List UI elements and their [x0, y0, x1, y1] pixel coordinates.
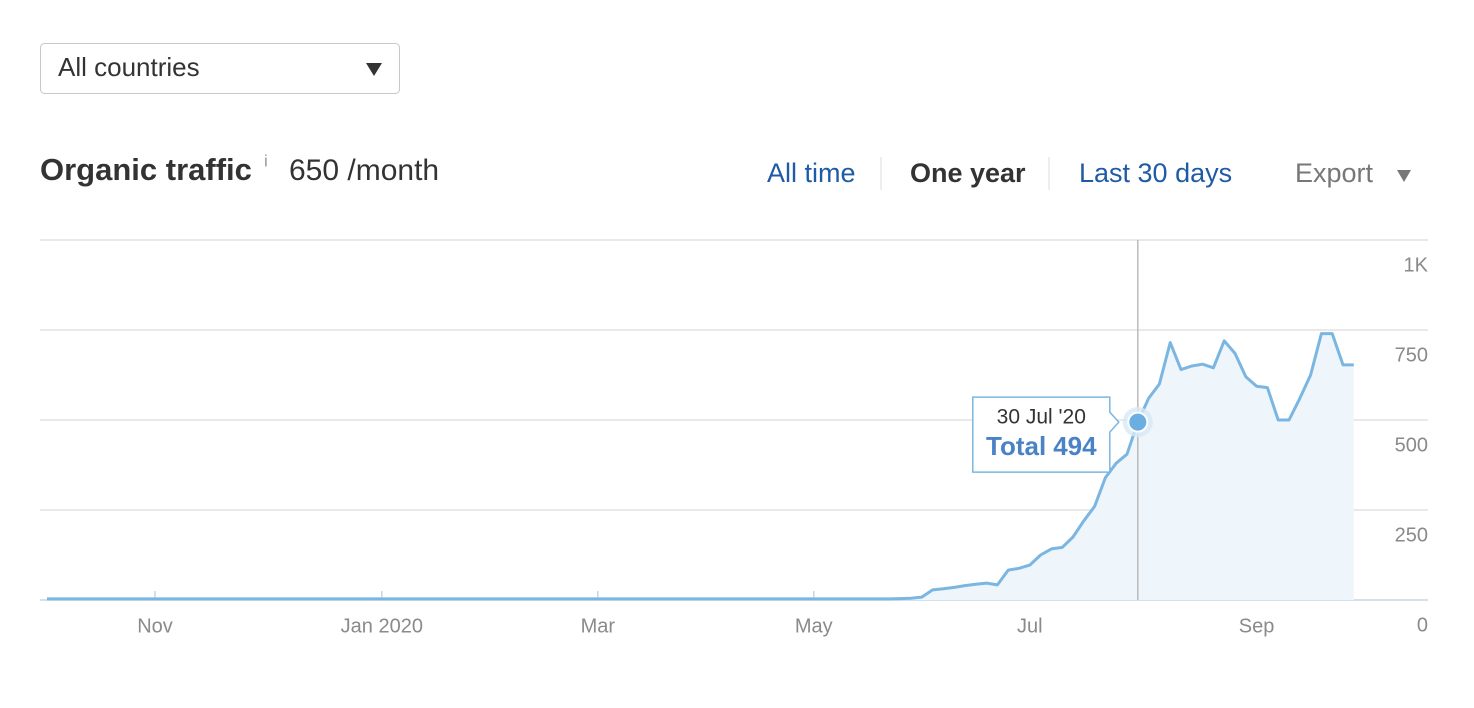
tooltip-total: Total 494 — [986, 431, 1097, 461]
x-tick-label: Mar — [581, 615, 616, 637]
tooltip-label: Total — [986, 431, 1046, 461]
x-tick-label: Nov — [137, 615, 173, 637]
chart: 0 250 500 750 1K Nov Jan 2020 Mar May Jul Sep 30 Ju… — [40, 239, 1429, 637]
export-button[interactable]: Export — [1295, 158, 1411, 188]
dropdown-arrow — [366, 63, 382, 76]
tooltip-box — [972, 396, 1120, 473]
x-tick-label: Jul — [1017, 615, 1043, 637]
x-tick-label: Jan 2020 — [341, 615, 423, 637]
area — [47, 333, 1354, 600]
tooltip-value: 494 — [1053, 431, 1097, 461]
section-title: Organic traffic — [40, 152, 252, 187]
hover-point — [1127, 411, 1149, 433]
range-tab[interactable]: All time — [767, 158, 856, 188]
y-tick-label: 1K — [1404, 254, 1429, 276]
tooltip-date: 30 Jul '20 — [997, 406, 1086, 429]
y-tick-label: 0 — [1417, 614, 1428, 636]
country-dropdown[interactable]: All countries — [40, 43, 400, 94]
export-label[interactable]: Export — [1295, 158, 1374, 188]
info-icon[interactable]: i — [264, 151, 268, 170]
y-tick-label: 500 — [1395, 434, 1428, 456]
x-tick-label: Sep — [1239, 615, 1275, 637]
range-tab[interactable]: Last 30 days — [1079, 158, 1232, 188]
y-tick-label: 250 — [1395, 524, 1428, 546]
dropdown-label: All countries — [58, 52, 200, 82]
export-arrow — [1397, 170, 1411, 182]
x-tick-label: May — [795, 615, 833, 637]
traffic-summary: 650 /month — [289, 154, 439, 187]
y-tick-label: 750 — [1395, 344, 1428, 366]
dropdown-box[interactable] — [40, 43, 400, 94]
range-tab[interactable]: One year — [910, 158, 1026, 188]
